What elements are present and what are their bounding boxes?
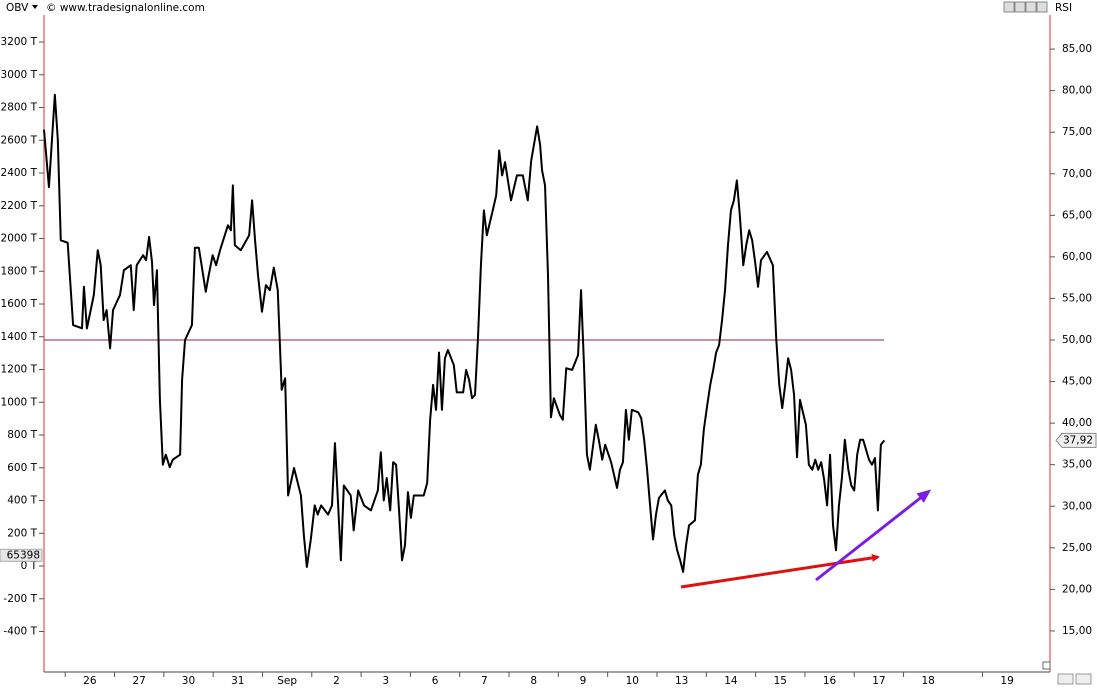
y-tick-label: 45,00 — [1062, 376, 1092, 388]
y2-tick-label: 2800 T — [1, 102, 38, 114]
x-tick-label: 16 — [823, 675, 837, 687]
y2-tick-label: 800 T — [7, 429, 37, 441]
y2-tick-label: 3000 T — [1, 69, 38, 81]
x-tick-label: 14 — [724, 675, 738, 687]
y2-marker — [0, 548, 43, 562]
y2-tick-label: 2200 T — [1, 200, 38, 212]
x-tick-label: 9 — [580, 675, 587, 687]
x-tick-label: 30 — [182, 675, 195, 687]
y2-tick-label: 200 T — [7, 527, 37, 539]
x-tick-label: 17 — [872, 675, 885, 687]
y-tick-label: 35,00 — [1062, 459, 1092, 471]
y-tick-label: 15,00 — [1062, 625, 1092, 637]
y2-tick-label: 1200 T — [1, 364, 38, 376]
x-tick-label: 10 — [626, 675, 639, 687]
last-value-label: 37,92 — [1063, 434, 1093, 446]
y2-tick-label: -200 T — [3, 593, 37, 605]
y-tick-label: 70,00 — [1062, 168, 1092, 180]
window-buttons[interactable] — [1003, 1, 1048, 13]
y2-tick-label: -400 T — [3, 626, 37, 638]
y-tick-label: 55,00 — [1062, 292, 1092, 304]
last-value-marker — [1055, 432, 1097, 448]
indicator-left: OBV — [6, 2, 29, 14]
source: © www.tradesignalonline.com — [46, 2, 205, 14]
y2-tick-label: 2400 T — [1, 167, 38, 179]
y-tick-label: 50,00 — [1062, 334, 1092, 346]
y2-marker-label: 65398 — [7, 549, 40, 561]
rsi-line — [43, 93, 886, 573]
x-tick-label: 7 — [481, 675, 488, 687]
y2-tick-label: 3200 T — [1, 36, 38, 48]
annotation-arrow — [815, 489, 932, 582]
x-tick-label: 2 — [333, 675, 340, 687]
y-tick-label: 75,00 — [1062, 126, 1092, 138]
x-tick-label: 31 — [231, 675, 244, 687]
indicator-right: RSI — [1055, 2, 1072, 14]
y2-tick-label: 600 T — [7, 462, 37, 474]
scroll-buttons[interactable] — [1057, 673, 1092, 685]
y2-tick-label: 2000 T — [1, 233, 38, 245]
x-tick-label: 13 — [675, 675, 688, 687]
y2-tick-label: 2600 T — [1, 134, 38, 146]
y-tick-label: 80,00 — [1062, 85, 1092, 97]
annotation-arrow — [680, 553, 880, 589]
x-tick-label: 19 — [1000, 675, 1013, 687]
y2-tick-label: 1400 T — [1, 331, 38, 343]
x-tick-label: 15 — [774, 675, 787, 687]
y-tick-label: 85,00 — [1062, 43, 1092, 55]
y-tick-label: 25,00 — [1062, 542, 1092, 554]
y-tick-label: 65,00 — [1062, 209, 1092, 221]
x-tick-label: 6 — [432, 675, 439, 687]
x-tick-label: 8 — [530, 675, 537, 687]
y2-tick-label: 400 T — [7, 495, 37, 507]
resize-handle[interactable] — [1042, 661, 1051, 670]
x-tick-label: 26 — [83, 675, 97, 687]
y-tick-label: 30,00 — [1062, 500, 1092, 512]
y-tick-label: 20,00 — [1062, 583, 1092, 595]
y2-tick-label: 1600 T — [1, 298, 38, 310]
y-tick-label: 60,00 — [1062, 251, 1092, 263]
x-tick-label: 18 — [922, 675, 935, 687]
dropdown-icon[interactable] — [32, 5, 38, 9]
x-tick-label: Sep — [277, 675, 297, 687]
y-tick-label: 40,00 — [1062, 417, 1092, 429]
x-tick-label: 3 — [382, 675, 389, 687]
x-tick-label: 27 — [132, 675, 145, 687]
y2-tick-label: 1800 T — [1, 265, 38, 277]
y2-tick-label: 0 T — [21, 560, 38, 572]
y2-tick-label: 1000 T — [1, 396, 38, 408]
